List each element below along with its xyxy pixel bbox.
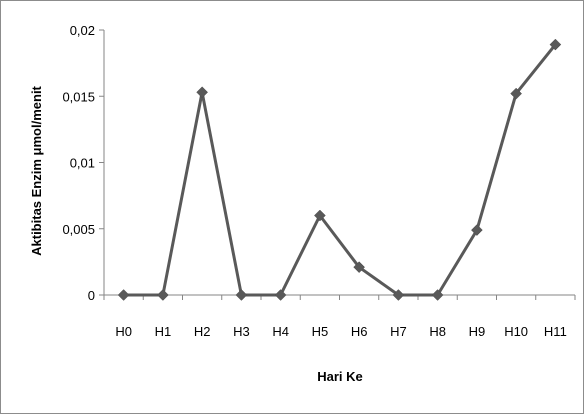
y-tick-labels: 0 0,005 0,01 0,015 0,02	[62, 23, 95, 303]
data-markers	[117, 38, 562, 301]
x-tick-label: H1	[155, 324, 172, 339]
x-tick-label: H6	[351, 324, 368, 339]
data-point-marker	[471, 224, 483, 236]
y-tick-label: 0,005	[62, 222, 95, 237]
data-point-marker	[235, 289, 248, 301]
x-tick-label: H8	[429, 324, 446, 339]
x-tick-label: H4	[272, 324, 289, 339]
data-point-marker	[392, 289, 405, 301]
data-point-marker	[549, 38, 562, 51]
x-tick-label: H10	[504, 324, 528, 339]
x-tick-label: H5	[312, 324, 329, 339]
y-tick-label: 0,02	[70, 23, 95, 38]
data-point-marker	[117, 289, 130, 301]
x-tick-label: H9	[469, 324, 486, 339]
x-tick-label: H7	[390, 324, 407, 339]
x-tick-labels: H0 H1 H2 H3 H4 H5 H6 H7 H8 H9 H10 H11	[115, 324, 567, 339]
y-tick-label: 0	[88, 288, 95, 303]
series-line	[123, 43, 557, 297]
data-point-marker	[314, 209, 326, 222]
data-point-marker	[274, 289, 287, 301]
y-axis-title: Aktibitas Enzim μmol/menit	[29, 85, 44, 255]
data-point-marker	[431, 289, 444, 301]
x-axis-title: Hari Ke	[317, 369, 363, 384]
series-polyline	[123, 43, 557, 297]
x-tick-label: H11	[544, 324, 567, 339]
data-point-marker	[157, 289, 169, 301]
y-tick-label: 0,01	[70, 156, 95, 171]
data-point-marker	[510, 87, 522, 100]
data-point-marker	[353, 261, 365, 274]
data-point-marker	[196, 86, 208, 99]
x-tick-label: H2	[194, 324, 211, 339]
x-tick-label: H3	[233, 324, 250, 339]
y-tick-label: 0,015	[62, 89, 95, 104]
x-tick-label: H0	[115, 324, 132, 339]
